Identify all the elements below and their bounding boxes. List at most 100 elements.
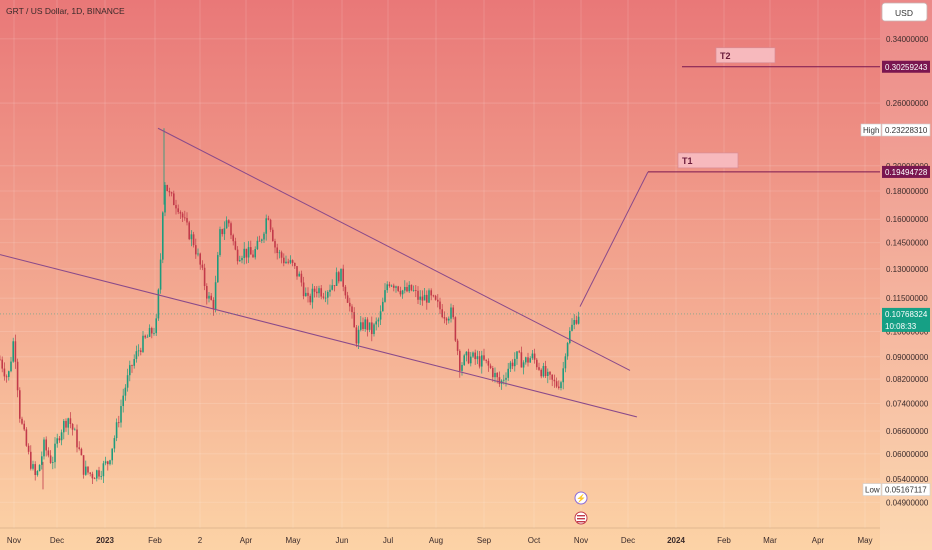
candle-body bbox=[441, 309, 443, 318]
candle-body bbox=[551, 374, 553, 380]
candle-body bbox=[252, 254, 254, 258]
candle-body bbox=[80, 448, 83, 456]
x-tick-label: Oct bbox=[528, 536, 541, 545]
candle-body bbox=[14, 341, 17, 362]
candle-body bbox=[85, 466, 87, 475]
candle-body bbox=[122, 395, 124, 407]
candle-body bbox=[241, 257, 243, 261]
candle-body bbox=[192, 234, 195, 246]
candle-body bbox=[404, 286, 406, 291]
candle-body bbox=[168, 191, 171, 193]
currency-button[interactable]: USD bbox=[881, 2, 928, 22]
candle-body bbox=[82, 455, 85, 475]
candle-body bbox=[201, 264, 204, 268]
drawings[interactable]: T1 T2 bbox=[0, 47, 880, 418]
target-box-t2 bbox=[715, 47, 776, 64]
candle-body bbox=[96, 470, 98, 479]
candle-body bbox=[1, 359, 3, 369]
x-tick-label: Feb bbox=[148, 536, 162, 545]
candle-body bbox=[518, 351, 520, 353]
candle-body bbox=[10, 361, 12, 372]
candle-body bbox=[203, 267, 206, 287]
candle-body bbox=[212, 299, 215, 310]
candle-body bbox=[102, 463, 105, 477]
candle-body bbox=[461, 364, 463, 371]
candle-body bbox=[43, 439, 45, 457]
x-tick-label: Dec bbox=[50, 536, 64, 545]
candle-body bbox=[190, 234, 193, 240]
candle-body bbox=[179, 212, 182, 214]
candle-body bbox=[78, 447, 80, 449]
x-tick-label: Jul bbox=[383, 536, 393, 545]
high-value-bg bbox=[881, 123, 931, 137]
lightning-icon: ⚡ bbox=[576, 493, 586, 503]
candle-body bbox=[492, 368, 494, 378]
candle-body bbox=[467, 351, 470, 364]
candle-body bbox=[448, 318, 450, 321]
candle-body bbox=[498, 377, 501, 384]
candle-body bbox=[395, 286, 397, 288]
candle-body bbox=[388, 284, 391, 286]
candle-body bbox=[32, 464, 34, 469]
us-flag-stripe bbox=[577, 515, 585, 517]
candle-body bbox=[439, 301, 441, 310]
candle-body bbox=[485, 359, 487, 361]
candle-body bbox=[478, 356, 481, 367]
candle-body bbox=[412, 290, 415, 291]
candle-body bbox=[560, 382, 562, 389]
price-tags: 0.30259243 0.19494728 0.23228310 High 0.0516… bbox=[860, 60, 931, 496]
candle-body bbox=[177, 208, 179, 213]
candle-body bbox=[298, 273, 300, 277]
candle-body bbox=[34, 464, 36, 476]
candle-body bbox=[494, 372, 496, 378]
candle-body bbox=[333, 285, 336, 287]
x-tick-label: Nov bbox=[574, 536, 588, 545]
countdown-tag: 10:08:33 bbox=[885, 322, 917, 331]
candle-body bbox=[366, 319, 369, 330]
y-tick-label: 0.04900000 bbox=[886, 498, 929, 507]
y-tick-label: 0.06600000 bbox=[886, 427, 929, 436]
candle-body bbox=[170, 192, 173, 194]
candle-body bbox=[575, 320, 578, 324]
candle-body bbox=[445, 318, 448, 321]
grid bbox=[0, 0, 880, 528]
candle-body bbox=[408, 284, 410, 292]
candle-body bbox=[428, 290, 430, 303]
candle-body bbox=[30, 451, 32, 469]
candle-body bbox=[87, 466, 89, 473]
candle-body bbox=[175, 205, 177, 209]
candle-body bbox=[309, 295, 311, 303]
candle-body bbox=[69, 418, 72, 424]
candle-body bbox=[507, 368, 509, 378]
candle-body bbox=[423, 294, 426, 301]
y-tick-label: 0.08200000 bbox=[886, 375, 929, 384]
candle-body bbox=[65, 420, 67, 428]
candle-body bbox=[291, 260, 294, 263]
candle-body bbox=[23, 423, 25, 430]
candle-body bbox=[465, 351, 468, 356]
candle-body bbox=[247, 247, 250, 258]
high-value-tag: 0.23228310 bbox=[885, 126, 928, 135]
candle-body bbox=[496, 372, 498, 378]
candle-body bbox=[166, 184, 168, 192]
candle-body bbox=[533, 353, 536, 360]
candle-body bbox=[129, 365, 131, 376]
candle-body bbox=[113, 438, 116, 449]
candle-body bbox=[151, 328, 153, 334]
candle-body bbox=[93, 478, 96, 480]
us-flag-stripe bbox=[577, 521, 585, 523]
y-tick-label: 0.16000000 bbox=[886, 215, 929, 224]
candle-body bbox=[225, 220, 228, 229]
candle-body bbox=[199, 253, 201, 265]
y-tick-label: 0.18000000 bbox=[886, 187, 929, 196]
candle-body bbox=[327, 291, 329, 298]
candle-body bbox=[505, 377, 507, 380]
x-tick-label: 2023 bbox=[96, 536, 114, 545]
candle-body bbox=[450, 307, 452, 319]
candle-body bbox=[430, 290, 432, 296]
candle-body bbox=[419, 296, 421, 300]
candle-body bbox=[131, 365, 133, 366]
candle-body bbox=[173, 193, 175, 206]
candle-body bbox=[49, 455, 52, 463]
